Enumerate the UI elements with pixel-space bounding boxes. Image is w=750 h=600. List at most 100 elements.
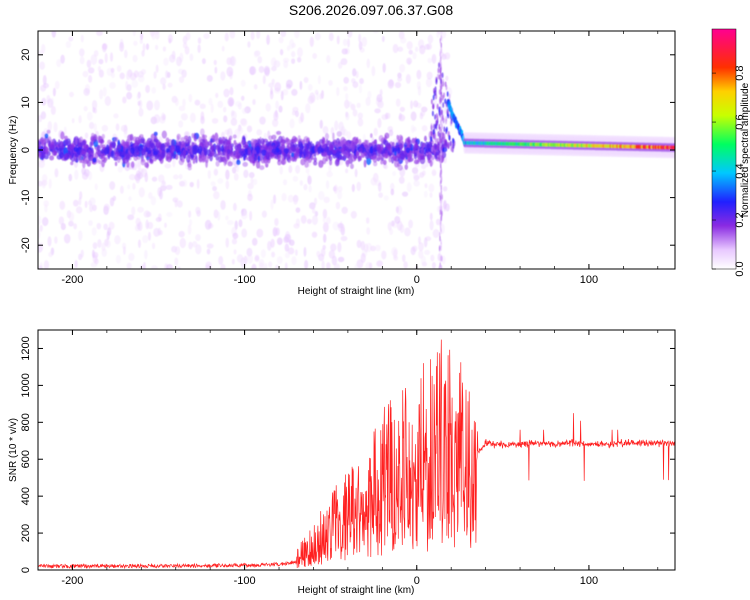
spectrogram-cell <box>357 117 364 127</box>
spectrogram-cell <box>414 46 419 52</box>
spectrogram-cell <box>92 251 99 259</box>
spectrogram-cell <box>145 219 149 230</box>
spectrogram-cell <box>376 260 383 267</box>
spectrogram-cell <box>342 128 348 137</box>
spectrogram-cell <box>241 107 248 115</box>
spectrogram-cell <box>439 57 441 64</box>
spectrogram-cell <box>444 52 451 60</box>
spectrogram-cell <box>312 52 318 59</box>
spectrogram-cell <box>394 216 401 224</box>
spectrogram-cell <box>250 31 255 41</box>
spectrogram-cell <box>74 137 78 146</box>
spectrogram-cell <box>217 100 224 109</box>
spectrogram-cell <box>435 78 438 85</box>
spectrogram-cell <box>448 141 451 148</box>
spectrogram-y-ticks: -20 -10 0 10 20 <box>20 49 675 253</box>
spectrogram-cell <box>252 160 256 166</box>
spectrogram-cell <box>429 192 433 198</box>
spectrogram-cell <box>280 31 287 38</box>
spectrogram-cell <box>351 184 355 193</box>
snr-x-axis-label: Height of straight line (km) <box>298 585 415 596</box>
spectrogram-cell <box>400 37 407 44</box>
spectrogram-cell <box>431 262 436 269</box>
spectrogram-cell <box>154 100 160 111</box>
spectrogram-cell <box>440 97 443 103</box>
spectrogram-cell <box>167 82 173 88</box>
spectrogram-cell <box>179 237 187 249</box>
spectrogram-cell <box>274 82 282 92</box>
spectrogram-cell <box>378 152 383 161</box>
spectrogram-cell <box>206 243 214 249</box>
spectrogram-cell <box>442 102 445 108</box>
spectrogram-cell <box>223 159 227 167</box>
spectrogram-cell <box>358 33 362 43</box>
spectrogram-cell <box>441 205 443 212</box>
spectrogram-cell <box>303 183 308 191</box>
spectrogram-cell <box>299 180 304 186</box>
spectrogram-cell <box>140 158 145 163</box>
spectrogram-cell <box>339 155 345 161</box>
spectrogram-cell <box>92 106 96 113</box>
spectrogram-cell <box>40 111 47 120</box>
spectrogram-cell <box>145 140 151 148</box>
spectrogram-cell <box>82 161 86 169</box>
spectrogram-cell <box>77 142 82 147</box>
snr-panel: -200 -100 0 100 0 200 400 600 800 1000 1200 Heigh… <box>8 329 676 596</box>
spectrogram-cell <box>397 164 403 171</box>
spectrogram-cell <box>345 112 350 121</box>
spectrogram-cell <box>271 66 277 72</box>
spectrogram-cell <box>336 130 342 137</box>
spectrogram-cell <box>233 249 237 255</box>
spectrogram-cell <box>672 145 675 150</box>
spectrogram-cell <box>195 244 202 255</box>
spectrogram-cell <box>436 144 439 151</box>
spectrogram-cell <box>272 226 278 237</box>
spectrogram-cell <box>233 173 239 181</box>
spectrogram-cell <box>264 159 269 168</box>
spectrogram-cell <box>337 190 343 200</box>
spectrogram-cell <box>127 184 131 190</box>
spectrogram-cell <box>145 211 152 218</box>
spectrogram-cell <box>206 74 213 82</box>
spectrogram-cell <box>314 33 321 41</box>
spectrogram-cell <box>164 222 167 228</box>
spectrogram-cell <box>418 236 421 245</box>
spectrogram-cell <box>103 203 110 212</box>
spectrogram-cell <box>408 49 413 55</box>
spectrogram-cell <box>145 43 150 51</box>
spectrogram-cell <box>319 119 323 129</box>
spectrogram-cell <box>71 118 75 124</box>
spectrogram-cell <box>88 74 93 83</box>
spectrogram-cell <box>78 115 82 124</box>
spectrogram-cell <box>188 93 193 103</box>
spectrogram-cell <box>137 206 144 213</box>
spectrogram-cell <box>325 180 330 189</box>
spectrogram-cell <box>367 90 372 99</box>
spectrogram-cell <box>440 61 442 68</box>
spectrogram-cell <box>96 31 103 36</box>
spectrogram-cell <box>155 64 159 73</box>
spectrogram-cell <box>287 194 294 203</box>
spectrogram-cell <box>440 239 442 245</box>
spectrogram-cell <box>244 141 248 150</box>
spectrogram-cell <box>446 91 449 97</box>
spectrogram-cell <box>182 149 187 156</box>
spectrogram-cell <box>303 246 307 257</box>
spectrogram-x-tick-label: 100 <box>580 274 598 286</box>
spectrogram-cell <box>378 192 384 198</box>
spectrogram-cell <box>281 192 287 202</box>
spectrogram-cell <box>351 143 355 153</box>
spectrogram-cell <box>256 31 261 40</box>
spectrogram-cell <box>128 252 135 262</box>
spectrogram-cell <box>397 146 401 154</box>
spectrogram-cell <box>236 159 241 166</box>
spectrogram-cell <box>176 133 181 140</box>
spectrogram-cell <box>352 68 357 77</box>
spectrogram-cell <box>143 261 146 269</box>
spectrogram-cell <box>189 112 196 123</box>
spectrogram-cell <box>162 83 166 90</box>
spectrogram-cell <box>209 152 213 157</box>
spectrogram-cell <box>441 72 444 79</box>
spectrogram-cell <box>236 152 241 159</box>
spectrogram-cell <box>311 215 318 226</box>
